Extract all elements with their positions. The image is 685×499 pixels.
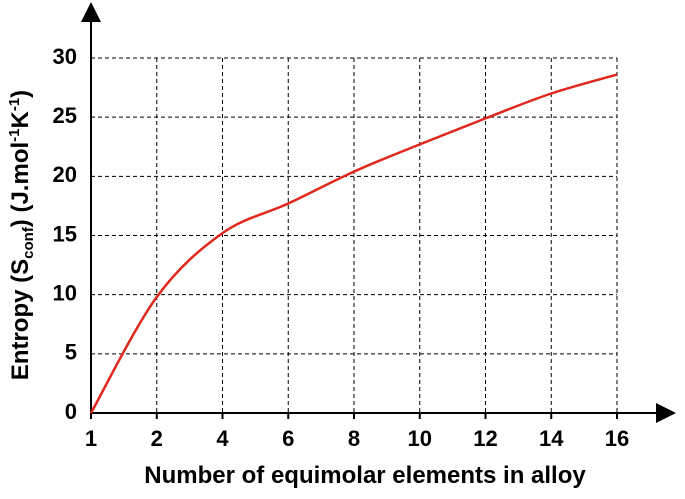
x-tick-label: 14 — [539, 426, 564, 451]
y-tick-label: 5 — [65, 340, 77, 365]
y-title-part: ) — [7, 90, 34, 98]
y-title-part: K — [7, 110, 34, 128]
line — [89, 73, 618, 414]
y-tick-label: 10 — [53, 280, 77, 305]
y-tick-label: 25 — [53, 103, 77, 128]
y-title-part: Entropy (S — [7, 259, 34, 380]
x-tick-label: 10 — [408, 426, 432, 451]
x-axis-title: Number of equimolar elements in alloy — [144, 462, 586, 489]
y-title-superscript: -1 — [6, 128, 23, 141]
x-tick-label: 6 — [282, 426, 294, 451]
x-tick-label: 1 — [85, 426, 97, 451]
x-tick-label: 16 — [605, 426, 629, 451]
grid — [91, 57, 618, 413]
y-tick-label: 0 — [65, 399, 77, 424]
y-title-subscript: conf — [20, 226, 37, 259]
x-tick-label: 12 — [473, 426, 497, 451]
y-tick-label: 20 — [53, 162, 77, 187]
y-axis-title: Entropy (Sconf) (J.mol-1K-1) — [6, 90, 37, 380]
y-tick-label: 30 — [53, 44, 77, 69]
y-tick-label: 15 — [53, 221, 77, 246]
x-tick-label: 2 — [151, 426, 163, 451]
x-tick-label: 8 — [348, 426, 360, 451]
y-title-part: ) (J.mol — [7, 142, 34, 227]
y-title-superscript: -1 — [6, 98, 23, 111]
x-tick-label: 4 — [216, 426, 229, 451]
